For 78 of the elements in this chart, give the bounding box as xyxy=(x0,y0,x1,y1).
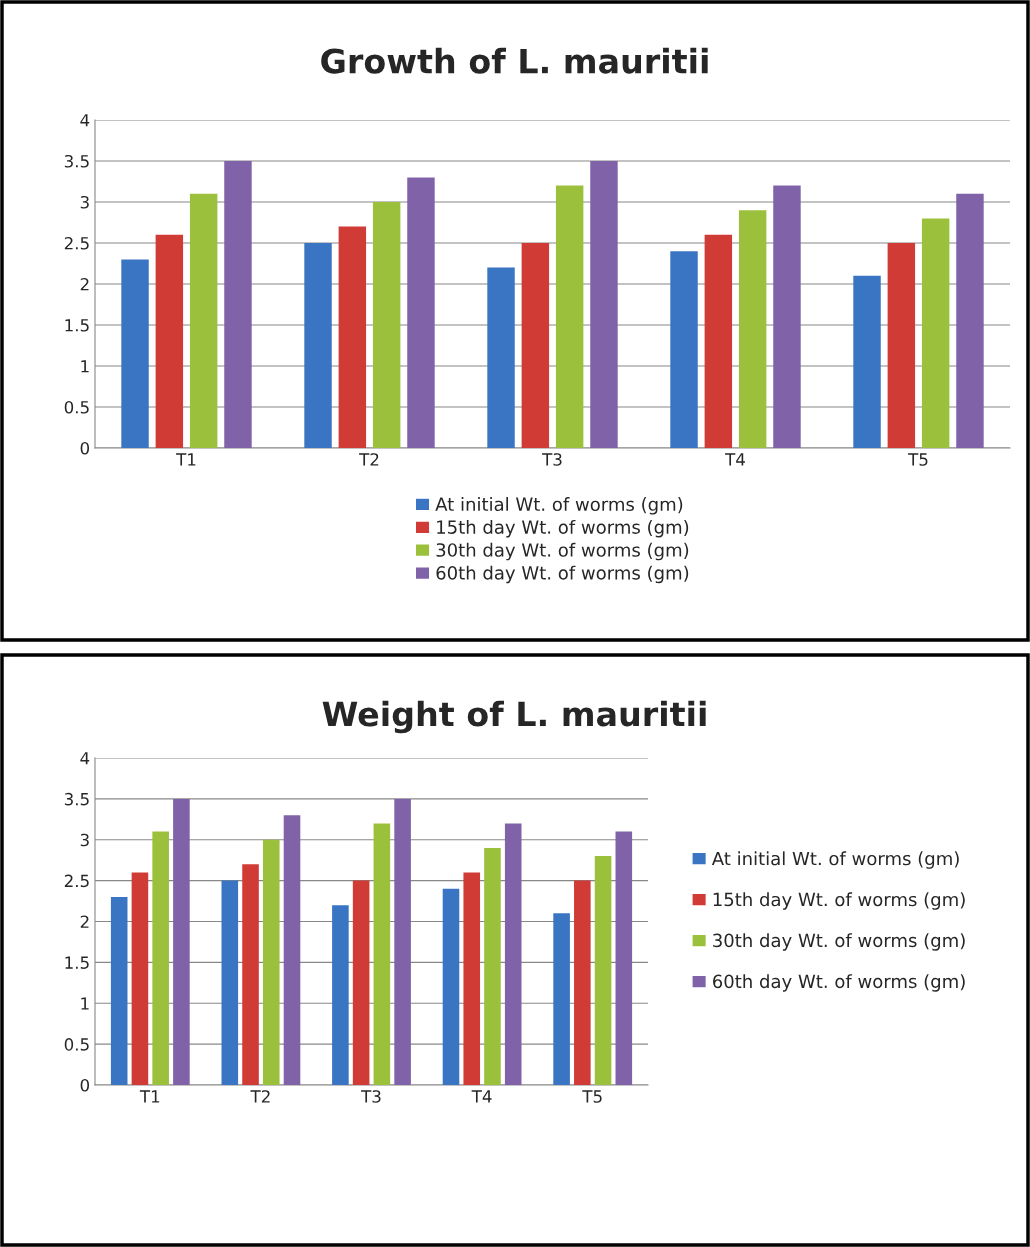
y-tick-label: 3.5 xyxy=(64,154,89,168)
y-tick-label: 1.5 xyxy=(65,956,89,969)
chart-title: Weight of L. mauritii xyxy=(322,700,706,734)
bar xyxy=(372,202,401,448)
bar xyxy=(594,856,612,1085)
bar xyxy=(304,243,332,448)
legend-label: 30th day Wt. of worms (gm) xyxy=(713,933,965,951)
bar xyxy=(121,259,149,448)
x-tick-label: T3 xyxy=(542,453,562,466)
bar xyxy=(956,193,984,448)
legend-label: At initial Wt. of worms (gm) xyxy=(435,497,683,515)
y-tick-label: 4 xyxy=(80,114,90,127)
x-tick-label: T1 xyxy=(139,1090,160,1103)
y-tick-label: 0.5 xyxy=(64,400,89,414)
x-tick-label: T5 xyxy=(908,453,928,466)
legend-label: 15th day Wt. of worms (gm) xyxy=(437,519,689,538)
bar xyxy=(555,185,584,448)
x-tick-label: T4 xyxy=(471,1090,492,1103)
legend-label: 60th day Wt. of worms (gm) xyxy=(436,565,689,584)
bar xyxy=(615,831,633,1085)
bar xyxy=(738,210,767,448)
y-tick-label: 1 xyxy=(81,997,89,1010)
bar xyxy=(189,193,218,448)
x-tick-label: T5 xyxy=(582,1090,602,1103)
bar xyxy=(553,913,570,1085)
y-tick-label: 3.5 xyxy=(64,792,89,806)
bar xyxy=(487,267,515,448)
bar xyxy=(590,161,618,448)
bar xyxy=(110,896,128,1085)
y-tick-label: 4 xyxy=(80,752,90,765)
bar xyxy=(221,880,239,1085)
bar xyxy=(704,234,733,448)
y-tick-label: 0 xyxy=(80,1078,90,1092)
bar xyxy=(887,243,916,448)
y-tick-label: 1 xyxy=(81,360,89,373)
bar xyxy=(131,872,149,1085)
y-tick-label: 1.5 xyxy=(65,319,89,332)
bar xyxy=(332,905,349,1085)
bar xyxy=(352,880,370,1085)
x-tick-label: T2 xyxy=(250,1090,270,1103)
legend-label: 30th day Wt. of worms (gm) xyxy=(436,542,689,561)
legend-label: At initial Wt. of worms (gm) xyxy=(711,851,959,869)
bar xyxy=(407,177,435,448)
bar xyxy=(670,251,698,448)
x-tick-label: T2 xyxy=(359,453,379,466)
bar xyxy=(921,218,950,448)
x-tick-label: T4 xyxy=(725,453,745,466)
chart-title: Growth of L. mauritii xyxy=(321,47,708,74)
y-tick-label: 3 xyxy=(80,833,89,847)
bar xyxy=(442,888,460,1085)
bar xyxy=(152,831,169,1085)
y-tick-label: 2 xyxy=(80,915,89,928)
y-tick-label: 0.5 xyxy=(64,1038,89,1051)
bar xyxy=(262,839,280,1085)
y-tick-label: 2.5 xyxy=(64,874,89,888)
y-tick-label: 2.5 xyxy=(64,236,89,250)
bar xyxy=(283,815,301,1085)
y-tick-label: 3 xyxy=(80,195,89,209)
bar xyxy=(155,234,184,448)
bar xyxy=(504,823,522,1085)
y-tick-label: 2 xyxy=(80,277,89,291)
bar xyxy=(853,275,881,448)
y-tick-label: 0 xyxy=(80,441,90,455)
bar xyxy=(463,872,481,1085)
x-tick-label: T1 xyxy=(176,453,196,466)
bar xyxy=(338,226,367,448)
bar xyxy=(224,161,252,448)
bar xyxy=(574,880,591,1085)
legend-label: 60th day Wt. of worms (gm) xyxy=(713,974,965,992)
legend-label: 15th day Wt. of worms (gm) xyxy=(713,892,965,910)
bar xyxy=(484,847,501,1085)
bar xyxy=(521,243,550,448)
x-tick-label: T3 xyxy=(361,1090,381,1103)
bar xyxy=(394,798,411,1085)
bar xyxy=(773,185,801,448)
bar xyxy=(373,823,391,1085)
bar xyxy=(173,798,190,1085)
bar xyxy=(242,864,259,1085)
